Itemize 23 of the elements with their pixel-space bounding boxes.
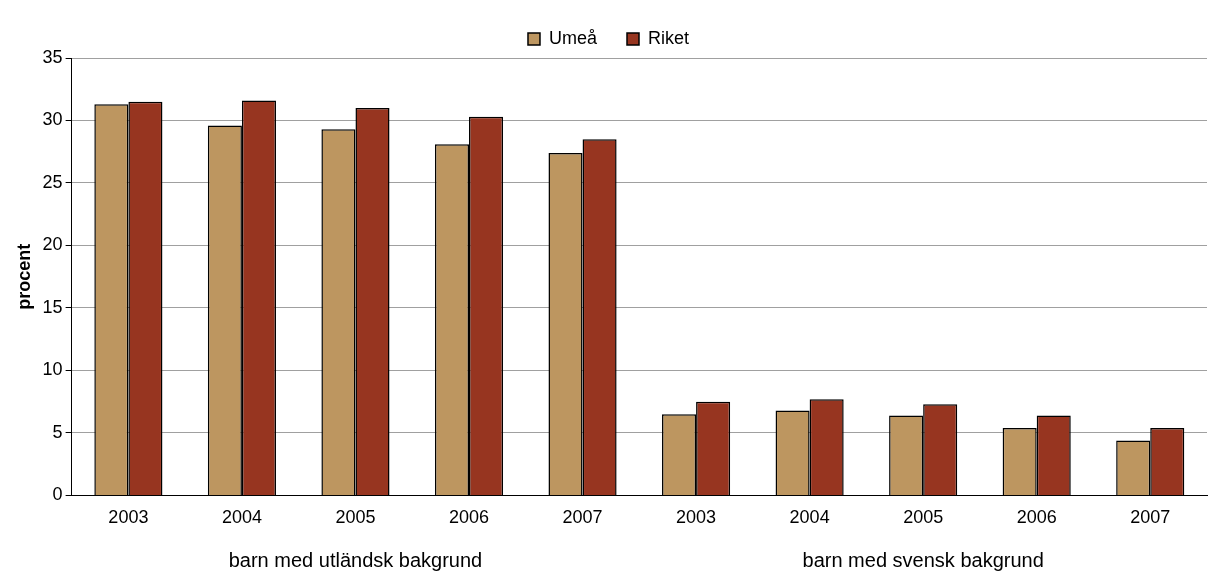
y-tick-label: 25 [42, 171, 63, 192]
x-tick-label: 2003 [676, 507, 717, 528]
y-tick-label: 10 [42, 359, 63, 380]
legend-label: Riket [648, 27, 690, 48]
x-tick-label: 2003 [108, 507, 149, 528]
y-tick-label: 0 [52, 484, 63, 505]
x-tick-label: 2004 [789, 507, 830, 528]
x-tick-label: 2006 [1016, 507, 1057, 528]
x-tick-label: 2004 [221, 507, 262, 528]
x-tick-label: 2007 [562, 507, 603, 528]
text: barn med utländsk bakgrund [228, 548, 483, 571]
x-tick-label: 2007 [1130, 507, 1171, 528]
x-tick-label: 2005 [903, 507, 944, 528]
y-axis-title: procent [13, 243, 34, 310]
y-tick-label: 20 [42, 234, 63, 255]
text: barn med svensk bakgrund [802, 548, 1044, 571]
y-tick-label: 35 [42, 46, 63, 67]
y-tick-label: 5 [52, 421, 63, 442]
x-tick-label: 2006 [448, 507, 490, 528]
legend-label: Umeå [548, 27, 598, 48]
y-tick-label: 15 [42, 296, 63, 317]
y-tick-label: 30 [42, 109, 63, 130]
x-tick-label: 2005 [335, 507, 376, 528]
